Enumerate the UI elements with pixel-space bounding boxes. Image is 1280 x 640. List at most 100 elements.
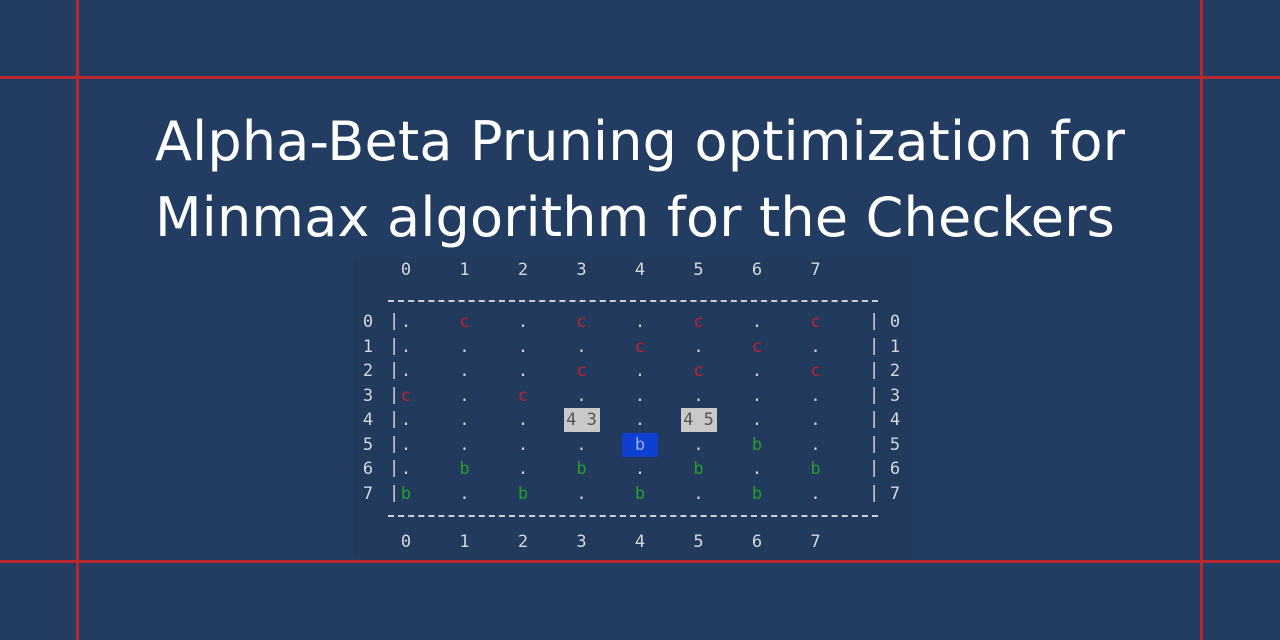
- green-piece: b: [576, 459, 587, 479]
- board-cell-empty: .: [634, 410, 646, 430]
- column-label-top: 1: [459, 260, 470, 280]
- board-cell-empty: .: [576, 336, 587, 357]
- column-label-top: 6: [751, 260, 763, 280]
- row-rail-left: |: [389, 409, 400, 429]
- board-cell-empty: .: [576, 385, 587, 406]
- red-piece: c: [576, 312, 587, 332]
- board-cell-empty: .: [517, 410, 529, 430]
- column-label-top: 4: [634, 260, 646, 280]
- row-rail-left: |: [389, 433, 400, 454]
- row-label-left: 2: [362, 361, 374, 381]
- row-rail-right: |: [869, 360, 880, 380]
- column-label-top: 0: [400, 260, 412, 280]
- board-cell-empty: .: [634, 459, 646, 479]
- board-cell-empty: .: [751, 361, 763, 381]
- row-rail-left: |: [389, 458, 400, 478]
- column-label-bottom: 4: [634, 532, 646, 552]
- board-cell-empty: .: [693, 434, 704, 455]
- board-cell-empty: .: [517, 459, 529, 479]
- board-cell-empty: .: [751, 312, 763, 332]
- row-rail-left: |: [389, 335, 400, 356]
- board-cell-empty: .: [459, 385, 470, 406]
- board-cell-empty: .: [751, 410, 763, 430]
- column-label-top: 3: [576, 260, 587, 280]
- row-label-left: 1: [362, 336, 374, 357]
- red-piece: c: [810, 361, 821, 381]
- row-label-left: 6: [362, 459, 374, 479]
- board-rule-top: [388, 300, 878, 302]
- board-cell-empty: .: [459, 410, 470, 430]
- board-cell-empty: .: [810, 483, 821, 504]
- board-rule-bottom: [388, 515, 878, 517]
- green-piece: b: [693, 459, 704, 479]
- green-piece: b: [810, 459, 821, 479]
- row-rail-left: |: [389, 311, 400, 331]
- red-piece: c: [400, 385, 412, 406]
- board-cell-empty: .: [517, 361, 529, 381]
- row-label-left: 4: [362, 410, 374, 430]
- row-label-left: 7: [362, 483, 374, 504]
- row-rail-right: |: [869, 311, 880, 331]
- board-cell-empty: .: [576, 434, 587, 455]
- row-rail-right: |: [869, 335, 880, 356]
- guide-line-bottom: [0, 560, 1280, 563]
- selected-piece: b: [622, 432, 658, 457]
- green-piece: b: [751, 434, 763, 455]
- board-cell-empty: .: [751, 385, 763, 406]
- board-cell-empty: .: [810, 385, 821, 406]
- red-piece: c: [459, 312, 470, 332]
- green-piece: b: [517, 483, 529, 504]
- guide-line-left: [76, 0, 79, 640]
- board-cell-empty: .: [810, 410, 821, 430]
- board-cell-empty: .: [693, 336, 704, 357]
- board-cell-empty: .: [400, 459, 412, 479]
- board-cell-empty: .: [400, 410, 412, 430]
- column-label-top: 2: [517, 260, 529, 280]
- board-cell-empty: .: [459, 361, 470, 381]
- column-label-bottom: 5: [693, 532, 704, 552]
- green-piece: b: [634, 483, 646, 504]
- row-rail-right: |: [869, 433, 880, 454]
- guide-line-top: [0, 76, 1280, 79]
- column-label-top: 5: [693, 260, 704, 280]
- move-target-cell: 4 5: [680, 408, 717, 432]
- green-piece: b: [400, 483, 412, 504]
- board-cell-empty: .: [400, 361, 412, 381]
- page-title: Alpha-Beta Pruning optimization for Minm…: [155, 104, 1155, 256]
- board-cell-empty: .: [810, 434, 821, 455]
- board-cell-empty: .: [576, 483, 587, 504]
- board-cell-empty: .: [693, 385, 704, 406]
- checkers-board: 0 0 1 1 2 2 3 3 4 4 5 5 6 6 7 7 0 | | 0. c. c. c. c 1 | | 1.... c. c.…: [354, 258, 912, 558]
- red-piece: c: [576, 361, 587, 381]
- red-piece: c: [634, 336, 646, 357]
- column-label-top: 7: [810, 260, 821, 280]
- board-cell-empty: .: [517, 434, 529, 455]
- green-piece: b: [459, 459, 470, 479]
- row-label-right: 1: [889, 336, 901, 357]
- board-cell-empty: .: [459, 483, 470, 504]
- row-label-left: 5: [362, 434, 374, 455]
- green-piece: b: [751, 483, 763, 504]
- row-label-right: 3: [889, 385, 901, 406]
- row-rail-right: |: [869, 482, 880, 503]
- column-label-bottom: 7: [810, 532, 821, 552]
- red-piece: c: [810, 312, 821, 332]
- board-cell-empty: .: [634, 361, 646, 381]
- row-rail-right: |: [869, 458, 880, 478]
- board-cell-empty: .: [693, 483, 704, 504]
- red-piece: c: [693, 361, 704, 381]
- row-label-left: 3: [362, 385, 374, 406]
- move-target-cell: 4 3: [563, 408, 600, 432]
- guide-line-right: [1200, 0, 1203, 640]
- title-line-2: Minmax algorithm for the Checkers: [155, 186, 1115, 249]
- row-rail-left: |: [389, 482, 400, 503]
- row-label-right: 7: [889, 483, 901, 504]
- row-label-right: 0: [889, 312, 901, 332]
- column-label-bottom: 1: [459, 532, 470, 552]
- row-label-right: 4: [889, 410, 901, 430]
- row-label-right: 5: [889, 434, 901, 455]
- board-cell-empty: .: [634, 385, 646, 406]
- board-cell-empty: .: [400, 312, 412, 332]
- title-line-1: Alpha-Beta Pruning optimization for: [155, 110, 1126, 173]
- board-cell-empty: .: [459, 336, 470, 357]
